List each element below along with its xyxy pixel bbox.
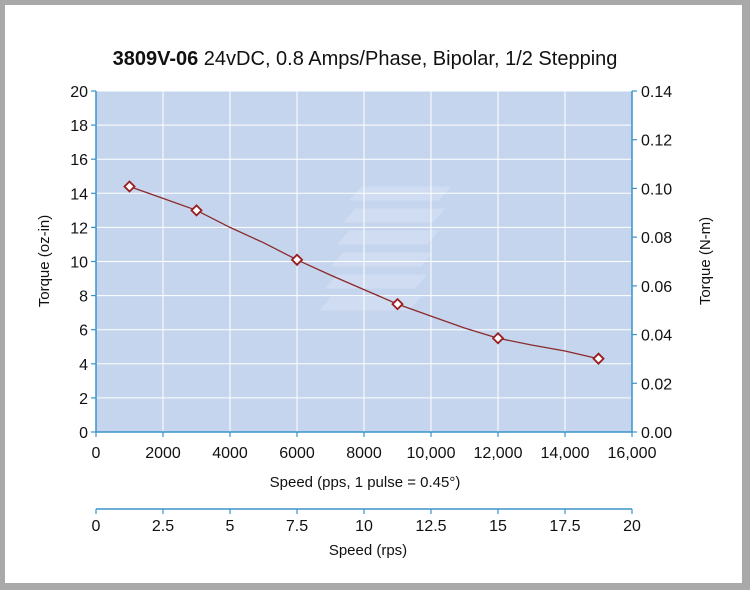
watermark-stripe — [325, 274, 428, 289]
y-tick-label: 14 — [70, 186, 88, 203]
x-tick-label: 0 — [92, 445, 101, 462]
secondary-x-tick-label: 5 — [226, 518, 235, 535]
x-tick-label: 8000 — [346, 445, 382, 462]
x-axis-label: Speed (pps, 1 pulse = 0.45°) — [270, 474, 461, 491]
data-point-marker — [123, 180, 136, 193]
chart-title: 3809V-06 24vDC, 0.8 Amps/Phase, Bipolar,… — [113, 48, 618, 70]
x-tick-label: 12,000 — [474, 445, 523, 462]
watermark-stripe — [337, 230, 440, 245]
chart-title-bold: 3809V-06 — [113, 48, 199, 70]
x-tick-label: 4000 — [212, 445, 248, 462]
data-point-marker — [391, 297, 404, 311]
y-axis-label-left: Torque (oz-in) — [36, 215, 53, 308]
secondary-x-axis-label: Speed (rps) — [329, 542, 407, 559]
y-tick-label: 16 — [70, 152, 88, 169]
secondary-x-tick-label: 10 — [355, 518, 373, 535]
data-point-marker — [592, 352, 605, 365]
secondary-x-tick-label: 7.5 — [286, 518, 308, 535]
watermark-stripe — [319, 296, 422, 311]
y-right-tick-label: 0.12 — [641, 133, 672, 150]
y-right-tick-label: 0.04 — [641, 328, 672, 345]
secondary-x-tick-label: 0 — [92, 518, 101, 535]
series-line — [129, 185, 599, 360]
x-tick-label: 16,000 — [608, 445, 657, 462]
secondary-x-tick-label: 17.5 — [549, 518, 580, 535]
y-tick-label: 8 — [79, 289, 88, 306]
x-tick-label: 10,000 — [407, 445, 456, 462]
watermark-stripe — [343, 208, 446, 223]
chart-title-rest: 24vDC, 0.8 Amps/Phase, Bipolar, 1/2 Step… — [198, 48, 617, 70]
data-point-marker — [491, 331, 505, 345]
y-tick-label: 6 — [79, 323, 88, 340]
y-tick-label: 4 — [79, 357, 88, 374]
y-right-tick-label: 0.06 — [641, 279, 672, 296]
series-layer — [123, 180, 605, 365]
y-right-tick-label: 0.02 — [641, 376, 672, 393]
secondary-x-tick-label: 20 — [623, 518, 641, 535]
watermark-stripe — [331, 252, 434, 267]
y-right-tick-label: 0.10 — [641, 181, 672, 198]
y-right-tick-label: 0.14 — [641, 84, 672, 101]
y-right-tick-label: 0.08 — [641, 230, 672, 247]
secondary-x-tick-label: 12.5 — [415, 518, 446, 535]
y-tick-label: 0 — [79, 425, 88, 442]
data-point-marker — [190, 204, 203, 217]
y-right-tick-label: 0.00 — [641, 425, 672, 442]
y-tick-label: 2 — [79, 391, 88, 408]
chart-card: 3809V-06 24vDC, 0.8 Amps/Phase, Bipolar,… — [5, 5, 742, 583]
secondary-x-tick-label: 15 — [489, 518, 507, 535]
y-tick-label: 18 — [70, 118, 88, 135]
x-tick-label: 6000 — [279, 445, 315, 462]
axes: 0 2 4 6 8 10 12 14 16 18 20 0.00 0.02 0.04 0.06 0.08 0.1… — [70, 84, 672, 535]
y-tick-label: 10 — [70, 255, 88, 272]
secondary-x-tick-label: 2.5 — [152, 518, 174, 535]
chart-svg: 3809V-06 24vDC, 0.8 Amps/Phase, Bipolar,… — [36, 48, 714, 559]
y-axis-label-right: Torque (N-m) — [697, 217, 714, 305]
data-point-marker — [290, 253, 304, 267]
y-tick-label: 12 — [70, 220, 88, 237]
x-tick-label: 14,000 — [541, 445, 590, 462]
y-tick-label: 20 — [70, 84, 88, 101]
x-tick-label: 2000 — [145, 445, 181, 462]
